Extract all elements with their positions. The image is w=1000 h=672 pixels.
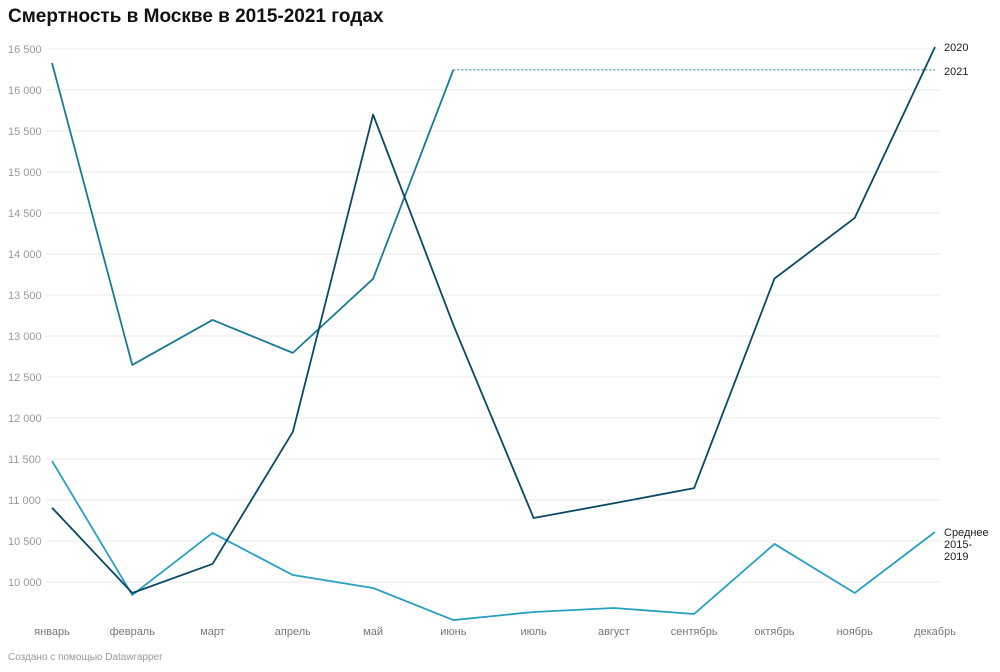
x-tick-label: июль xyxy=(520,626,547,638)
series-label-average: Среднее xyxy=(944,527,989,539)
x-tick-label: январь xyxy=(34,626,70,638)
y-tick-label: 16 500 xyxy=(8,44,42,56)
y-tick-label: 11 000 xyxy=(8,495,41,507)
series-line-Среднее-2015-2019 xyxy=(51,460,936,621)
x-tick-label: июнь xyxy=(440,626,466,638)
credit-text: Создано с помощью Datawrapper xyxy=(8,652,163,663)
y-tick-label: 13 000 xyxy=(8,331,42,343)
y-tick-label: 15 000 xyxy=(8,167,42,179)
y-tick-label: 11 500 xyxy=(8,454,41,466)
series-label-average: 2019 xyxy=(944,551,968,563)
x-tick-label: март xyxy=(200,626,225,638)
x-tick-label: май xyxy=(363,626,383,638)
x-tick-label: декабрь xyxy=(914,626,956,638)
series-label-2020: 2020 xyxy=(944,42,968,54)
chart-title: Смертность в Москве в 2015-2021 годах xyxy=(8,6,384,27)
series-label-average: 2015- xyxy=(944,539,972,551)
y-tick-label: 14 000 xyxy=(8,249,42,261)
y-tick-label: 10 500 xyxy=(8,536,42,548)
y-tick-label: 13 500 xyxy=(8,290,42,302)
y-tick-label: 12 000 xyxy=(8,413,42,425)
x-tick-label: сентябрь xyxy=(671,626,718,638)
series-label-2021: 2021 xyxy=(944,66,968,78)
y-tick-label: 10 000 xyxy=(8,577,42,589)
series-line-2021 xyxy=(51,62,455,366)
x-tick-label: август xyxy=(598,626,630,638)
y-tick-label: 14 500 xyxy=(8,208,42,220)
x-tick-label: февраль xyxy=(110,626,156,638)
y-tick-label: 16 000 xyxy=(8,85,42,97)
x-tick-label: ноябрь xyxy=(837,626,874,638)
y-tick-label: 15 500 xyxy=(8,126,42,138)
x-tick-label: октябрь xyxy=(754,626,794,638)
series-line-2020 xyxy=(51,46,936,594)
y-tick-label: 12 500 xyxy=(8,372,42,384)
x-tick-label: апрель xyxy=(275,626,311,638)
